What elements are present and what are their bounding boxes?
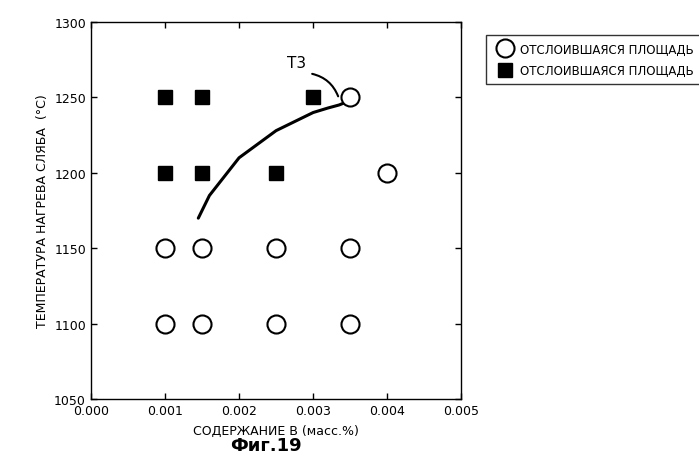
Text: Фиг.19: Фиг.19 bbox=[230, 437, 301, 454]
Y-axis label: ТЕМПЕРАТУРА НАГРЕВА СЛЯБА  (°C): ТЕМПЕРАТУРА НАГРЕВА СЛЯБА (°C) bbox=[36, 95, 48, 328]
Legend: ОТСЛОИВШАЯСЯ ПЛОЩАДЬ  ≤5%, ОТСЛОИВШАЯСЯ ПЛОЩАДЬ  >5%: ОТСЛОИВШАЯСЯ ПЛОЩАДЬ ≤5%, ОТСЛОИВШАЯСЯ П… bbox=[486, 36, 699, 85]
Text: Т3: Т3 bbox=[287, 56, 306, 71]
X-axis label: СОДЕРЖАНИЕ B (масс.%): СОДЕРЖАНИЕ B (масс.%) bbox=[193, 424, 359, 437]
